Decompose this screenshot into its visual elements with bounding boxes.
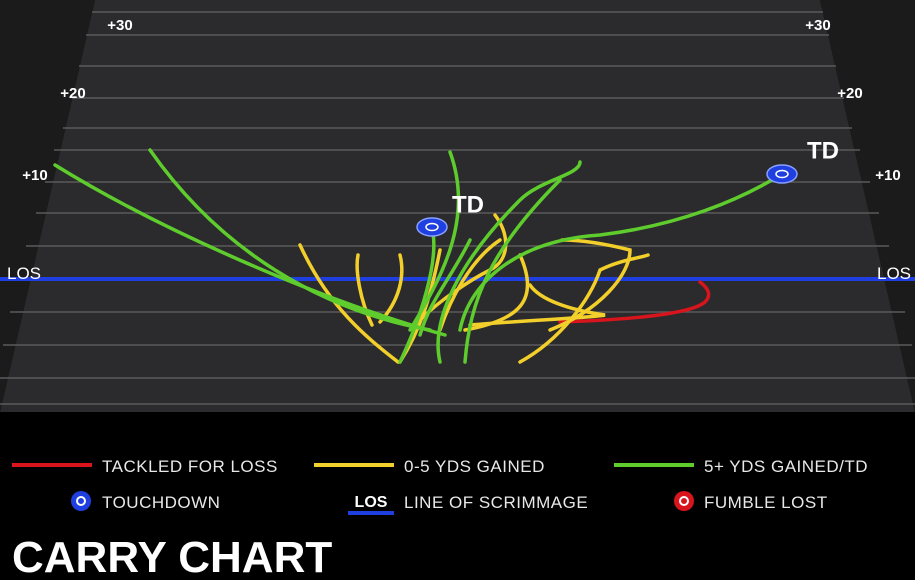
run-short bbox=[355, 253, 374, 327]
run-long bbox=[458, 172, 784, 332]
run-short bbox=[468, 283, 606, 327]
legend-label: TACKLED FOR LOSS bbox=[102, 457, 278, 476]
run-long bbox=[436, 160, 582, 364]
touchdown-marker bbox=[766, 164, 798, 184]
title: CARRY CHART bbox=[12, 533, 332, 580]
touchdown-marker-ring bbox=[775, 169, 789, 179]
yard-label: +10 bbox=[22, 167, 47, 184]
legend-label: LINE OF SCRIMMAGE bbox=[404, 493, 588, 512]
legend-touchdown-icon bbox=[71, 491, 91, 511]
legend-los-icon: LOS bbox=[355, 494, 388, 511]
yard-label: LOS bbox=[877, 264, 911, 283]
run-long bbox=[418, 238, 472, 337]
yard-label: +10 bbox=[875, 167, 900, 184]
yard-label: +20 bbox=[837, 85, 862, 102]
td-label: TD bbox=[807, 137, 839, 164]
run-long bbox=[463, 178, 562, 364]
legend-touchdown-ring bbox=[76, 496, 86, 506]
run-short bbox=[518, 253, 650, 364]
run-short bbox=[438, 238, 502, 332]
legend: TACKLED FOR LOSS 0-5 YDS GAINED 5+ YDS G… bbox=[12, 457, 868, 515]
run-loss bbox=[558, 280, 711, 324]
legend-fumble-ring bbox=[679, 496, 689, 506]
yard-label: LOS bbox=[7, 264, 41, 283]
legend-label: 5+ YDS GAINED/TD bbox=[704, 457, 868, 476]
legend-label: TOUCHDOWN bbox=[102, 493, 220, 512]
sideline-left bbox=[0, 0, 95, 412]
run-long bbox=[408, 150, 461, 332]
run-short bbox=[463, 253, 530, 332]
legend-label: FUMBLE LOST bbox=[704, 493, 828, 512]
run-long bbox=[53, 163, 447, 337]
td-label: TD bbox=[452, 191, 484, 218]
runs bbox=[53, 148, 784, 364]
yard-label: +20 bbox=[60, 85, 85, 102]
touchdown-marker bbox=[416, 217, 448, 237]
legend-fumble-icon bbox=[674, 491, 694, 511]
yard-label: +30 bbox=[805, 17, 830, 34]
run-short bbox=[548, 238, 632, 332]
run-long bbox=[398, 226, 436, 364]
run-long bbox=[148, 148, 432, 332]
legend-label: 0-5 YDS GAINED bbox=[404, 457, 545, 476]
touchdown-marker-ring bbox=[425, 222, 439, 232]
yard-label: +30 bbox=[107, 17, 132, 34]
sideline-right bbox=[820, 0, 915, 412]
run-short bbox=[298, 243, 400, 364]
touchdown-markers bbox=[416, 164, 798, 237]
